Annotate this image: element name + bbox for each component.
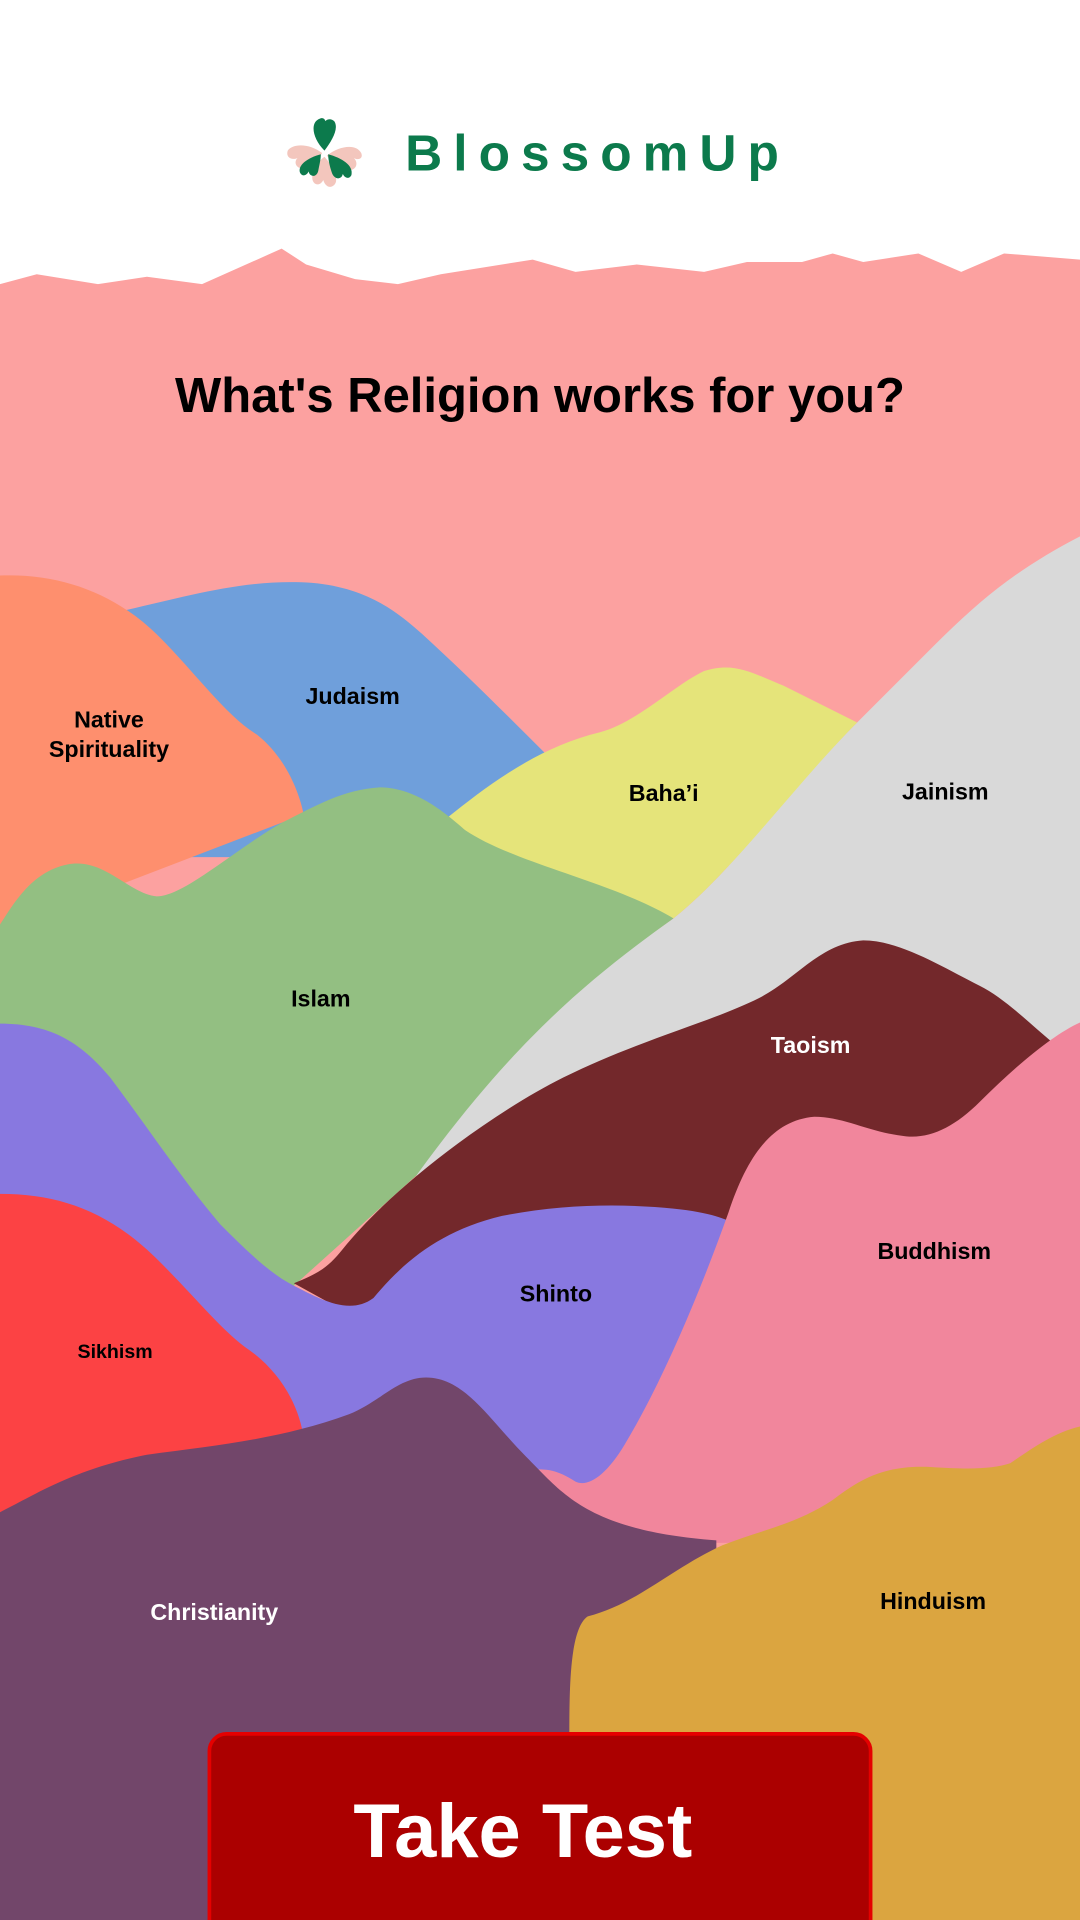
region-label[interactable]: Hinduism: [880, 1588, 986, 1614]
button-bg[interactable]: [207, 1732, 873, 1920]
region-label[interactable]: Judaism: [305, 683, 399, 709]
region-label[interactable]: Sikhism: [78, 1341, 153, 1363]
region-label[interactable]: Spirituality: [49, 736, 169, 762]
logo-icon: [287, 118, 362, 187]
take-test-button[interactable]: Take Test: [207, 1732, 873, 1920]
hill-buddhism: [538, 1022, 1080, 1543]
region-label[interactable]: Buddhism: [877, 1238, 991, 1264]
hill-native: [0, 575, 304, 931]
region-label[interactable]: Taoism: [771, 1032, 851, 1058]
region-label[interactable]: Native: [74, 706, 144, 732]
region-label[interactable]: Islam: [291, 986, 350, 1012]
page-title: What's Religion works for you?: [175, 369, 905, 423]
hill-bahai: [446, 667, 858, 919]
button-label[interactable]: Take Test: [353, 1789, 692, 1874]
region-label[interactable]: Christianity: [150, 1599, 278, 1625]
region-label[interactable]: Baha’i: [629, 780, 699, 806]
region-label[interactable]: Jainism: [902, 779, 989, 805]
region-label[interactable]: Shinto: [520, 1281, 592, 1307]
hill-taoism: [293, 940, 1080, 1311]
brand-name: BlossomUp: [405, 123, 790, 181]
hill-sikhism: [0, 1193, 304, 1519]
